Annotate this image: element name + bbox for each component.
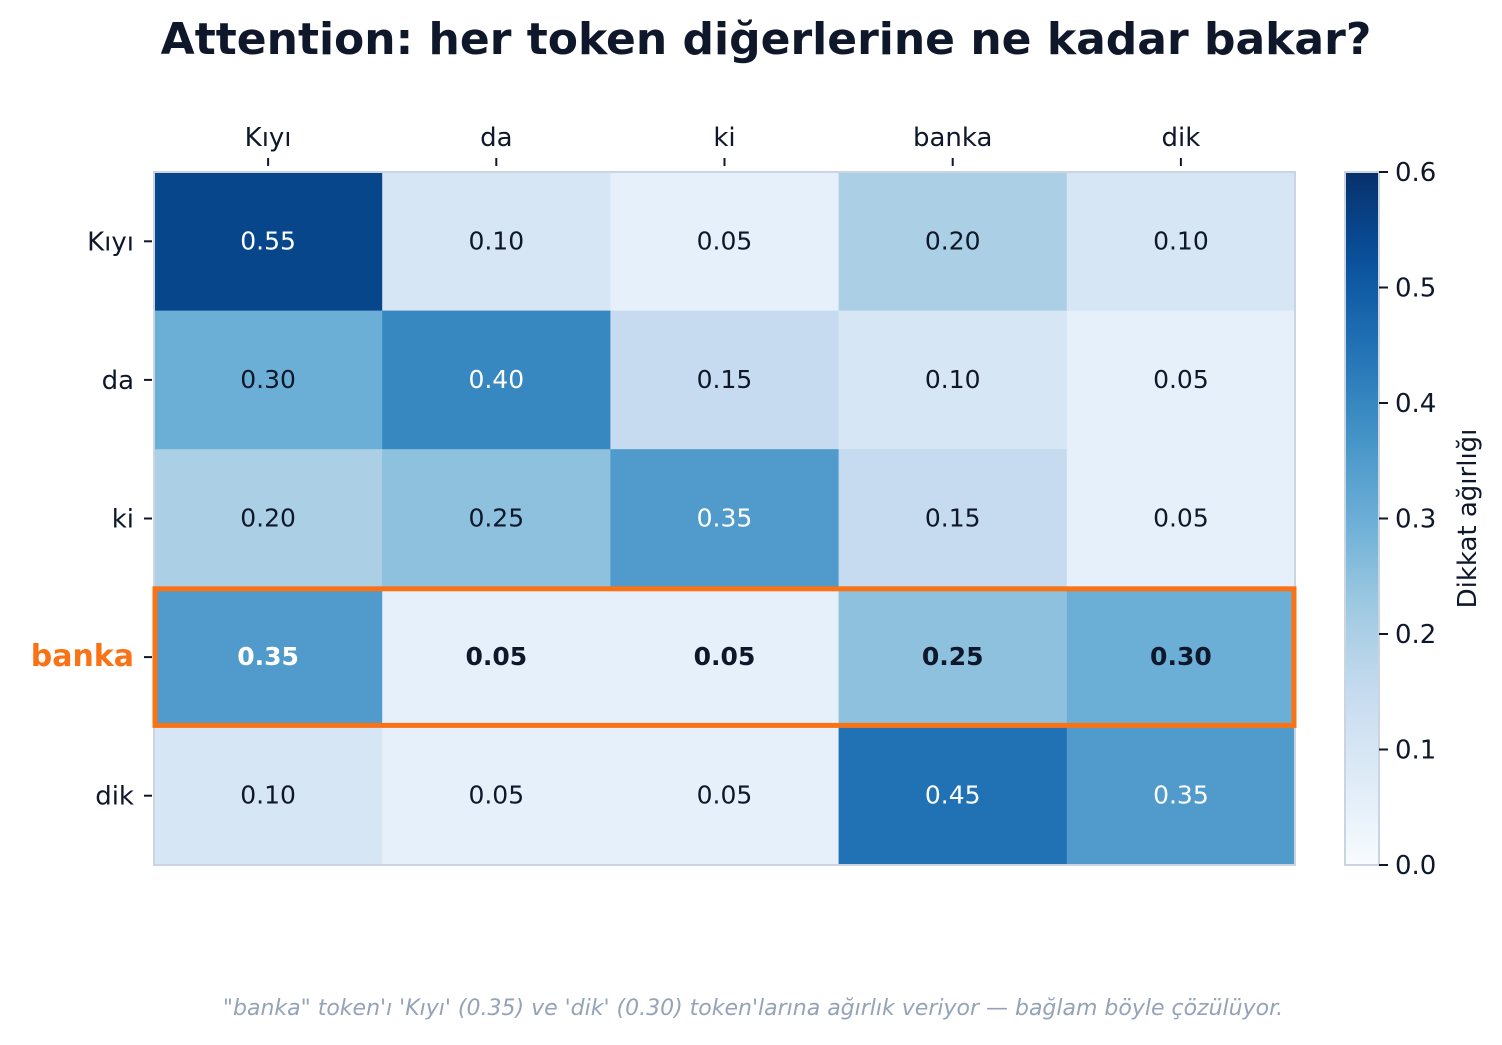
y-axis: Kıyı da ki banka dik (31, 227, 152, 812)
colorbar-tick-label: 0.4 (1395, 389, 1436, 419)
cell-value-label: 0.05 (697, 781, 753, 810)
cell-value-label: 0.05 (697, 226, 753, 255)
heatmap-cell (838, 726, 1068, 866)
heatmap-cell (382, 587, 611, 727)
cell-value-label: 0.20 (925, 226, 981, 255)
colorbar: 0.0 0.1 0.2 0.3 0.4 0.5 0.6 Dikkat ağırlığı (1344, 158, 1483, 881)
x-tick-label: dik (1162, 123, 1201, 153)
heatmap-cell-labels: 0.55 0.10 0.05 0.20 0.10 0.30 0.40 0.15 0.10 0.05… (237, 226, 1211, 809)
cell-value-label: 0.05 (1153, 365, 1209, 394)
chart-title: Attention: her token diğerlerine ne kada… (160, 14, 1372, 65)
cell-value-label: 0.05 (694, 642, 756, 671)
heatmap-cell (838, 449, 1068, 589)
colorbar-tick-label: 0.6 (1395, 158, 1436, 188)
x-tick-label: ki (713, 123, 735, 153)
x-tick-label: Kıyı (245, 123, 292, 153)
heatmap-cell (838, 310, 1068, 450)
heatmap-cells (153, 171, 1296, 866)
heatmap-cell (1066, 449, 1296, 589)
heatmap-cell (154, 726, 383, 866)
x-axis: Kıyı da ki banka dik (245, 123, 1201, 166)
y-tick-label: ki (112, 505, 134, 535)
heatmap-cell (382, 726, 611, 866)
cell-value-label: 0.05 (465, 642, 527, 671)
heatmap-cell (1066, 587, 1296, 727)
x-tick-label: da (480, 123, 512, 153)
highlight-row-group (152, 586, 1297, 728)
cell-value-label: 0.15 (925, 504, 981, 533)
cell-value-label: 0.30 (1150, 642, 1212, 671)
heatmap-cell (382, 172, 611, 312)
highlight-row-box (152, 586, 1297, 728)
cell-value-label: 0.35 (1153, 781, 1209, 810)
heatmap-cell (154, 449, 383, 589)
colorbar-tick-label: 0.3 (1395, 505, 1436, 535)
heatmap-cell (154, 587, 383, 727)
y-tick-label: da (102, 366, 134, 396)
cell-value-label: 0.10 (240, 781, 296, 810)
colorbar-gradient (1344, 171, 1380, 866)
heatmap-cell (610, 726, 840, 866)
cell-value-label: 0.55 (240, 226, 296, 255)
cell-value-label: 0.35 (237, 642, 299, 671)
y-tick-label: dik (95, 782, 134, 812)
heatmap-cell (610, 449, 840, 589)
y-tick-label: banka (31, 639, 134, 674)
chart-caption: "banka" token'ı 'Kıyı' (0.35) ve 'dik' (… (222, 996, 1284, 1021)
heatmap-cell (154, 172, 383, 312)
cell-value-label: 0.35 (697, 504, 753, 533)
cell-value-label: 0.10 (925, 365, 981, 394)
colorbar-tick-label: 0.5 (1395, 274, 1436, 304)
cell-value-label: 0.20 (240, 504, 296, 533)
heatmap-cell (382, 449, 611, 589)
cell-value-label: 0.30 (240, 365, 296, 394)
colorbar-tick-label: 0.0 (1395, 851, 1436, 881)
heatmap-frame (153, 171, 1296, 866)
heatmap-cell (1066, 310, 1296, 450)
cell-value-label: 0.25 (922, 642, 984, 671)
colorbar-label: Dikkat ağırlığı (1453, 429, 1483, 609)
y-tick-label: Kıyı (87, 227, 134, 257)
heatmap-cell (838, 587, 1068, 727)
colorbar-tick-label: 0.1 (1395, 736, 1436, 766)
heatmap-cell (610, 310, 840, 450)
heatmap-cell (838, 172, 1068, 312)
colorbar-tick-label: 0.2 (1395, 620, 1436, 650)
cell-value-label: 0.25 (468, 504, 524, 533)
cell-value-label: 0.05 (1153, 504, 1209, 533)
x-tick-label: banka (913, 123, 992, 153)
heatmap-cell (382, 310, 611, 450)
cell-value-label: 0.10 (468, 226, 524, 255)
cell-value-label: 0.45 (925, 781, 981, 810)
heatmap-cell (610, 587, 840, 727)
heatmap-cell (1066, 172, 1296, 312)
heatmap-cell (610, 172, 840, 312)
cell-value-label: 0.15 (697, 365, 753, 394)
cell-value-label: 0.05 (468, 781, 524, 810)
cell-value-label: 0.10 (1153, 226, 1209, 255)
heatmap-cell (1066, 726, 1296, 866)
cell-value-label: 0.40 (468, 365, 524, 394)
heatmap-cell (154, 310, 383, 450)
